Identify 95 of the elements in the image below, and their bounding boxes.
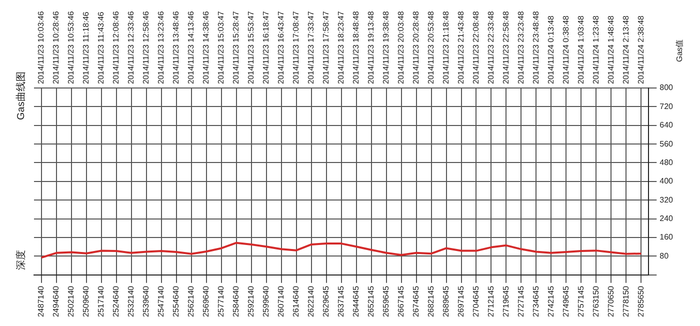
x-tick-label: 2659645: [382, 285, 391, 318]
text: 2014/11/23 13:48:46: [172, 10, 181, 84]
y-tick-label: 480: [660, 158, 674, 167]
x-tick-label: 2577140: [216, 285, 226, 318]
chart-title: Gas曲线图: [14, 72, 28, 120]
x-tick-label: 2502140: [66, 285, 76, 318]
x-tick-label: 2554640: [172, 285, 181, 318]
text: 2014/11/24 1:23:48: [591, 15, 600, 84]
x-tick-label: 2637145: [336, 285, 346, 318]
text: 2014/11/23 22:08:48: [471, 10, 480, 84]
text: 2014/11/23 21:43:48: [456, 10, 466, 84]
x-tick-label: 2674645: [411, 285, 420, 318]
x-tick-label: 2524640: [112, 285, 121, 318]
x-tick-label: 2763150: [591, 285, 600, 318]
y-tick-label: 800: [660, 83, 674, 92]
text: 2014/11/23 15:03:47: [216, 10, 226, 84]
x-tick-label: 2734645: [531, 285, 540, 318]
text: 2014/11/23 16:43:47: [276, 10, 286, 84]
text: 2014/11/23 22:58:48: [501, 10, 510, 84]
x-tick-label: 2562140: [186, 285, 196, 318]
text: 2014/11/23 23:48:48: [531, 10, 540, 84]
x-tick-label: 2749645: [561, 285, 570, 318]
x-tick-label: 2607140: [276, 285, 286, 318]
y-tick-label: 400: [660, 176, 674, 186]
x-tick-label: 2704645: [471, 285, 480, 318]
text: 2014/11/23 22:33:48: [486, 10, 496, 84]
text: 2014/11/23 14:13:46: [186, 10, 196, 84]
y-tick-label: 320: [660, 195, 674, 204]
text: 2014/11/23 17:58:47: [322, 10, 331, 84]
text: 2014/11/24 2:38:48: [636, 15, 646, 84]
x-tick-label: 2719645: [501, 285, 510, 318]
text: 2014/11/23 11:18:46: [82, 11, 91, 84]
x-tick-label: 2667145: [396, 285, 406, 318]
text: 2014/11/23 20:53:48: [426, 10, 436, 84]
x-tick-label: 2697145: [456, 285, 466, 318]
text: 2014/11/23 10:28:46: [52, 10, 61, 84]
x-tick-label: 2682145: [426, 285, 436, 318]
text: 2014/11/23 12:08:46: [112, 10, 121, 84]
text: 2014/11/23 12:33:46: [126, 10, 136, 84]
text: 2014/11/23 10:03:46: [36, 10, 46, 84]
x-tick-label: 2622140: [306, 285, 316, 318]
text: 2014/11/23 17:33:47: [306, 10, 316, 84]
x-tick-label: 2614640: [292, 285, 301, 318]
x-tick-label: 2770650: [606, 285, 616, 318]
x-tick-label: 2742145: [546, 285, 556, 318]
x-tick-label: 2584640: [232, 285, 241, 318]
text: 2014/11/23 13:23:46: [156, 10, 166, 84]
text: 2014/11/24 0:38:48: [561, 15, 570, 84]
text: 2014/11/23 19:13:48: [366, 10, 376, 84]
x-tick-label: 2599640: [262, 285, 271, 318]
text: 2014/11/23 16:18:47: [262, 10, 271, 84]
text: 2014/11/23 17:08:47: [292, 10, 301, 84]
text: 2014/11/23 14:38:46: [202, 10, 211, 84]
text: 2014/11/23 21:18:48: [441, 10, 450, 84]
x-tick-label: 2652145: [366, 285, 376, 318]
text: 2014/11/23 20:28:48: [411, 10, 420, 84]
text: 2014/11/24 2:13:48: [621, 15, 630, 84]
text: 2014/11/24 0:13:48: [546, 15, 556, 84]
x-tick-label: 2569640: [202, 285, 211, 318]
x-tick-label: 2727145: [516, 285, 526, 318]
y-tick-label: 80: [660, 251, 670, 260]
text: 2014/11/23 23:23:48: [516, 10, 526, 84]
y-axis-title: Gas值: [674, 39, 685, 62]
text: 2014/11/23 18:48:48: [352, 10, 361, 84]
y-tick-label: 720: [660, 102, 674, 111]
x-tick-label: 2517140: [96, 285, 106, 318]
x-tick-label: 2547140: [156, 285, 166, 318]
x-tick-label: 2539640: [142, 285, 151, 318]
text: 2014/11/23 12:58:46: [142, 10, 151, 84]
x-tick-label: 2487140: [36, 285, 46, 318]
x-tick-label: 2592140: [246, 285, 256, 318]
x-tick-label: 2778150: [621, 285, 630, 318]
text: 2014/11/23 19:38:48: [382, 10, 391, 84]
x-tick-label: 2712145: [486, 285, 496, 318]
text: 2014/11/23 20:03:48: [396, 10, 406, 84]
y-tick-label: 640: [660, 120, 674, 130]
x-tick-label: 2532140: [126, 285, 136, 318]
text: 2014/11/23 15:53:47: [246, 10, 256, 84]
text: 2014/11/23 11:43:46: [96, 11, 106, 84]
x-tick-label: 2644645: [352, 285, 361, 318]
text: 2014/11/23 10:53:46: [66, 10, 76, 84]
y-tick-label: 240: [660, 214, 674, 223]
y-tick-label: 160: [660, 232, 674, 242]
x-tick-label: 2509640: [82, 285, 91, 318]
y-tick-label: 560: [660, 139, 674, 148]
text: 2014/11/23 15:28:47: [232, 10, 241, 84]
x-tick-label: 2757145: [576, 285, 586, 318]
text: 2014/11/23 18:23:47: [336, 10, 346, 84]
x-tick-label: 2629645: [322, 285, 331, 318]
text: 2014/11/24 1:03:48: [576, 15, 586, 84]
text: 2014/11/24 1:48:48: [606, 15, 616, 84]
x-tick-label: 2785650: [636, 285, 646, 318]
x-tick-label: 2494640: [52, 285, 61, 318]
text: 深度: [14, 250, 28, 270]
x-tick-label: 2689645: [441, 285, 450, 318]
